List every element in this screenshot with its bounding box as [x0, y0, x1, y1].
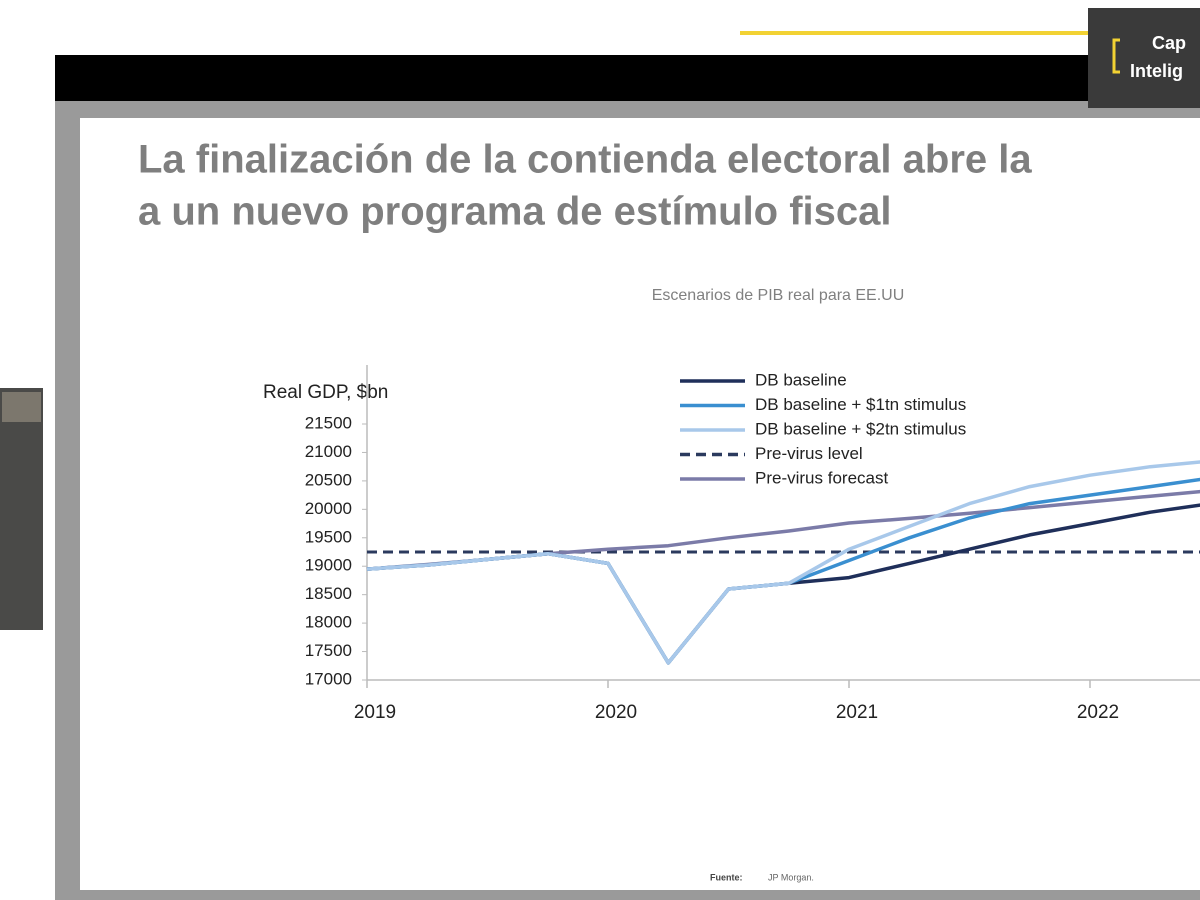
y-tick-label: 18500 — [305, 584, 352, 603]
slide-title: a un nuevo programa de estímulo fiscal — [138, 190, 892, 234]
logo-text: Intelig — [1130, 61, 1183, 81]
logo-bracket — [1112, 38, 1120, 74]
legend-label: DB baseline + $2tn stimulus — [755, 419, 966, 438]
y-tick-label: 17500 — [305, 641, 352, 660]
x-tick-label: 2022 — [1077, 702, 1119, 723]
logo-text: Cap — [1152, 33, 1186, 53]
y-axis-label: Real GDP, $bn — [263, 382, 388, 403]
slide-title: La finalización de la contienda electora… — [138, 138, 1032, 182]
legend-label: DB baseline + $1tn stimulus — [755, 395, 966, 414]
webcam-detail — [2, 392, 41, 422]
logo-box — [1088, 8, 1200, 108]
webcam-thumbnail — [0, 388, 43, 630]
y-tick-label: 17000 — [305, 669, 352, 688]
source: JP Morgan. — [768, 872, 814, 882]
y-tick-label: 20500 — [305, 470, 352, 489]
legend-label: Pre-virus level — [755, 444, 863, 463]
chart-title: Escenarios de PIB real para EE.UU — [652, 287, 905, 304]
y-tick-label: 21000 — [305, 442, 352, 461]
x-tick-label: 2021 — [836, 702, 878, 723]
source-label: Fuente: — [710, 872, 743, 882]
top-bar — [55, 55, 1200, 101]
y-tick-label: 19000 — [305, 556, 352, 575]
series-line — [366, 460, 1200, 665]
x-tick-label: 2020 — [595, 702, 637, 723]
x-tick-label: 2019 — [354, 702, 396, 723]
y-tick-label: 21500 — [305, 413, 352, 432]
legend-label: DB baseline — [755, 370, 847, 389]
y-tick-label: 20000 — [305, 499, 352, 518]
y-tick-label: 19500 — [305, 527, 352, 546]
slide — [80, 118, 1200, 890]
legend-label: Pre-virus forecast — [755, 468, 888, 487]
y-tick-label: 18000 — [305, 613, 352, 632]
